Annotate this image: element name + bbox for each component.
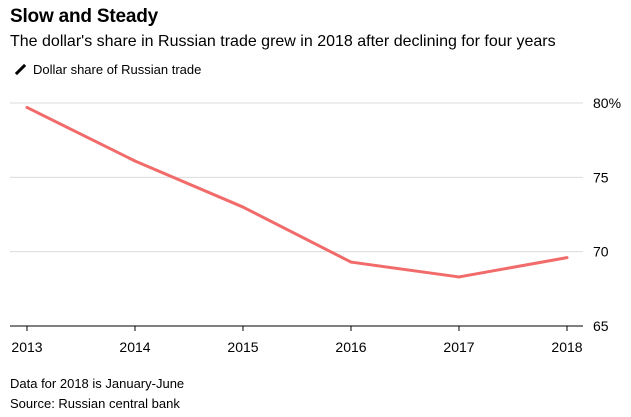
series-layer (25, 105, 569, 279)
legend-label: Dollar share of Russian trade (33, 61, 202, 77)
gridlines (10, 102, 583, 327)
y-tick-label: 65 (593, 318, 609, 334)
x-tick-label: 2018 (551, 339, 582, 355)
footnote-source: Source: Russian central bank (10, 396, 180, 411)
x-tick-label: 2014 (119, 339, 150, 355)
x-tick-label: 2015 (227, 339, 258, 355)
x-tick-label: 2017 (443, 339, 474, 355)
y-tick-label: 75 (593, 169, 609, 185)
data-point (349, 260, 353, 264)
data-point (241, 205, 245, 209)
x-axis-ticks: 2013 2014 2015 2016 2017 2018 (11, 326, 583, 355)
chart-subtitle: The dollar's share in Russian trade grew… (10, 33, 556, 50)
data-point (565, 256, 569, 260)
data-point (133, 159, 137, 163)
x-tick-label: 2016 (335, 339, 366, 355)
chart-title: Slow and Steady (10, 6, 158, 27)
y-tick-label: 70 (593, 244, 609, 260)
data-point (457, 275, 461, 279)
y-axis-ticks: 65 70 75 80% (593, 95, 621, 334)
data-point (25, 105, 29, 109)
footnote-note: Data for 2018 is January-June (10, 376, 185, 391)
series-line (26, 106, 568, 279)
x-tick-label: 2013 (11, 339, 42, 355)
legend: Dollar share of Russian trade (14, 60, 201, 78)
y-tick-label: 80% (593, 95, 621, 111)
